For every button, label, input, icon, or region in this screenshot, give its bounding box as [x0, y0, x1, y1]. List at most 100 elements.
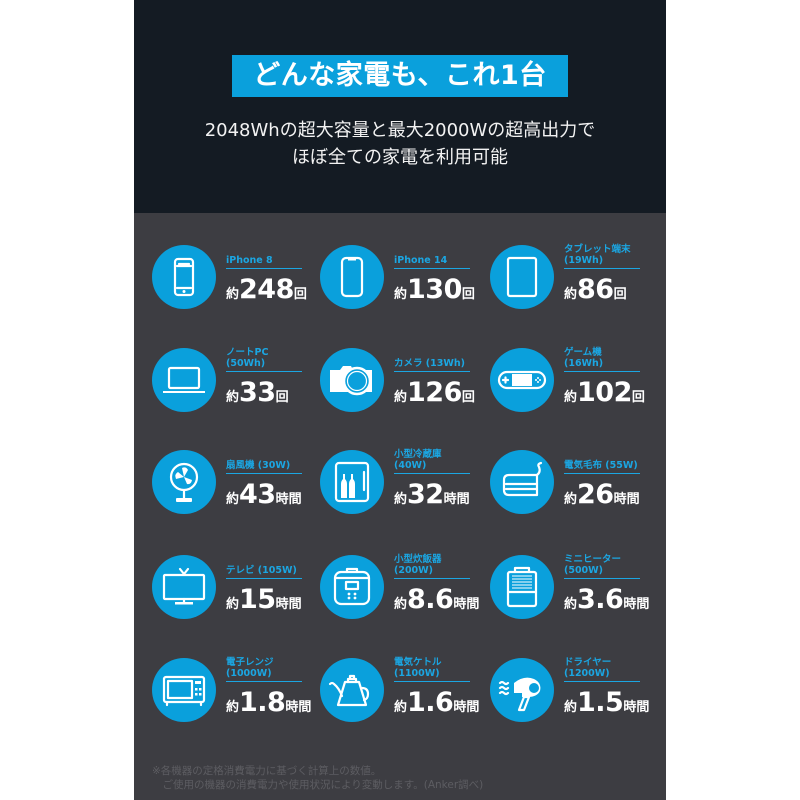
tablet-icon: [506, 256, 538, 298]
runtime-value: 約43時間: [226, 479, 302, 510]
appliance-item: 扇風機 (30W) 約43時間: [152, 442, 322, 522]
appliance-item: カメラ (13Wh) 約126回: [320, 340, 490, 420]
approx-prefix: 約: [226, 287, 240, 302]
approx-prefix: 約: [226, 700, 240, 715]
appliance-label: 電子レンジ (1000W): [226, 657, 302, 682]
hair-dryer-icon: [498, 677, 541, 712]
runtime-number: 32: [407, 479, 444, 510]
runtime-value: 約102回: [564, 377, 645, 408]
icon-circle: [320, 555, 384, 619]
runtime-number: 43: [239, 479, 276, 510]
runtime-unit: 時間: [285, 700, 312, 715]
appliance-label: iPhone 14: [394, 255, 470, 269]
fan-icon: [169, 462, 199, 502]
runtime-value: 約86回: [564, 274, 627, 305]
footnote: ※各機器の定格消費電力に基づく計算上の数値。 ご使用の機器の消費電力や使用状況に…: [152, 765, 484, 791]
appliance-label: タブレット端末 (19Wh): [564, 244, 640, 269]
icon-circle: [320, 658, 384, 722]
appliance-item: 電気ケトル (1100W) 約1.6時間: [320, 650, 490, 730]
approx-prefix: 約: [394, 700, 408, 715]
runtime-number: 86: [577, 274, 614, 305]
icon-circle: [490, 555, 554, 619]
fridge-icon: [334, 461, 370, 503]
runtime-number: 1.8: [239, 687, 286, 718]
appliance-label: カメラ (13Wh): [394, 358, 470, 372]
runtime-value: 約3.6時間: [564, 584, 649, 615]
runtime-value: 約33回: [226, 377, 289, 408]
icon-circle: [152, 555, 216, 619]
runtime-number: 126: [407, 377, 462, 408]
runtime-unit: 回: [461, 287, 475, 302]
runtime-number: 1.5: [577, 687, 624, 718]
appliance-label: 小型冷蔵庫 (40W): [394, 449, 470, 474]
runtime-number: 130: [407, 274, 462, 305]
runtime-number: 15: [239, 584, 276, 615]
icon-circle: [490, 450, 554, 514]
icon-circle: [320, 450, 384, 514]
appliance-item: ドライヤー (1200W) 約1.5時間: [490, 650, 660, 730]
approx-prefix: 約: [564, 492, 578, 507]
runtime-number: 33: [239, 377, 276, 408]
electric-blanket-icon: [502, 461, 543, 497]
runtime-unit: 時間: [453, 597, 480, 612]
runtime-unit: 時間: [453, 700, 480, 715]
runtime-value: 約1.5時間: [564, 687, 649, 718]
runtime-unit: 時間: [443, 492, 470, 507]
runtime-number: 3.6: [577, 584, 624, 615]
appliance-label: ノートPC (50Wh): [226, 347, 302, 372]
runtime-value: 約130回: [394, 274, 475, 305]
game-console-icon: [497, 370, 547, 390]
runtime-unit: 時間: [623, 597, 650, 612]
camera-icon: [330, 366, 372, 396]
appliance-item: テレビ (105W) 約15時間: [152, 547, 322, 627]
runtime-number: 1.6: [407, 687, 454, 718]
appliance-label: 電気ケトル (1100W): [394, 657, 470, 682]
runtime-value: 約126回: [394, 377, 475, 408]
runtime-number: 102: [577, 377, 632, 408]
microwave-icon: [162, 675, 206, 707]
runtime-unit: 回: [631, 390, 645, 405]
appliance-item: 電気毛布 (55W) 約26時間: [490, 442, 660, 522]
appliance-item: 小型冷蔵庫 (40W) 約32時間: [320, 442, 490, 522]
approx-prefix: 約: [564, 700, 578, 715]
icon-circle: [152, 450, 216, 514]
subtitle-line-1: 2048Whの超大容量と最大2000Wの超高出力で: [204, 120, 596, 141]
icon-circle: [490, 348, 554, 412]
approx-prefix: 約: [564, 287, 578, 302]
runtime-unit: 回: [613, 287, 627, 302]
icon-circle: [152, 658, 216, 722]
appliance-item: ミニヒーター (500W) 約3.6時間: [490, 547, 660, 627]
runtime-unit: 時間: [613, 492, 640, 507]
appliance-item: ノートPC (50Wh) 約33回: [152, 340, 322, 420]
heater-icon: [506, 566, 538, 608]
appliance-label: 扇風機 (30W): [226, 460, 302, 474]
headline: どんな家電も、これ1台: [232, 55, 568, 97]
appliance-item: iPhone 14 約130回: [320, 237, 490, 317]
approx-prefix: 約: [394, 597, 408, 612]
appliance-label: ゲーム機 (16Wh): [564, 347, 640, 372]
runtime-unit: 時間: [623, 700, 650, 715]
rice-cooker-icon: [333, 567, 371, 606]
icon-circle: [490, 658, 554, 722]
appliance-label: 小型炊飯器 (200W): [394, 554, 470, 579]
approx-prefix: 約: [564, 390, 578, 405]
approx-prefix: 約: [226, 597, 240, 612]
approx-prefix: 約: [226, 390, 240, 405]
laptop-icon: [163, 366, 205, 393]
runtime-unit: 回: [293, 287, 307, 302]
appliance-label: テレビ (105W): [226, 565, 302, 579]
runtime-unit: 時間: [275, 492, 302, 507]
tv-icon: [162, 567, 206, 605]
appliance-label: ドライヤー (1200W): [564, 657, 640, 682]
icon-circle: [490, 245, 554, 309]
appliance-item: ゲーム機 (16Wh) 約102回: [490, 340, 660, 420]
appliance-item: 電子レンジ (1000W) 約1.8時間: [152, 650, 322, 730]
approx-prefix: 約: [226, 492, 240, 507]
runtime-value: 約26時間: [564, 479, 640, 510]
runtime-value: 約32時間: [394, 479, 470, 510]
smartphone-notch-icon: [340, 256, 364, 298]
approx-prefix: 約: [394, 287, 408, 302]
kettle-icon: [328, 674, 370, 707]
runtime-number: 26: [577, 479, 614, 510]
infographic-panel: どんな家電も、これ1台 2048Whの超大容量と最大2000Wの超高出力で ほぼ…: [134, 0, 666, 800]
